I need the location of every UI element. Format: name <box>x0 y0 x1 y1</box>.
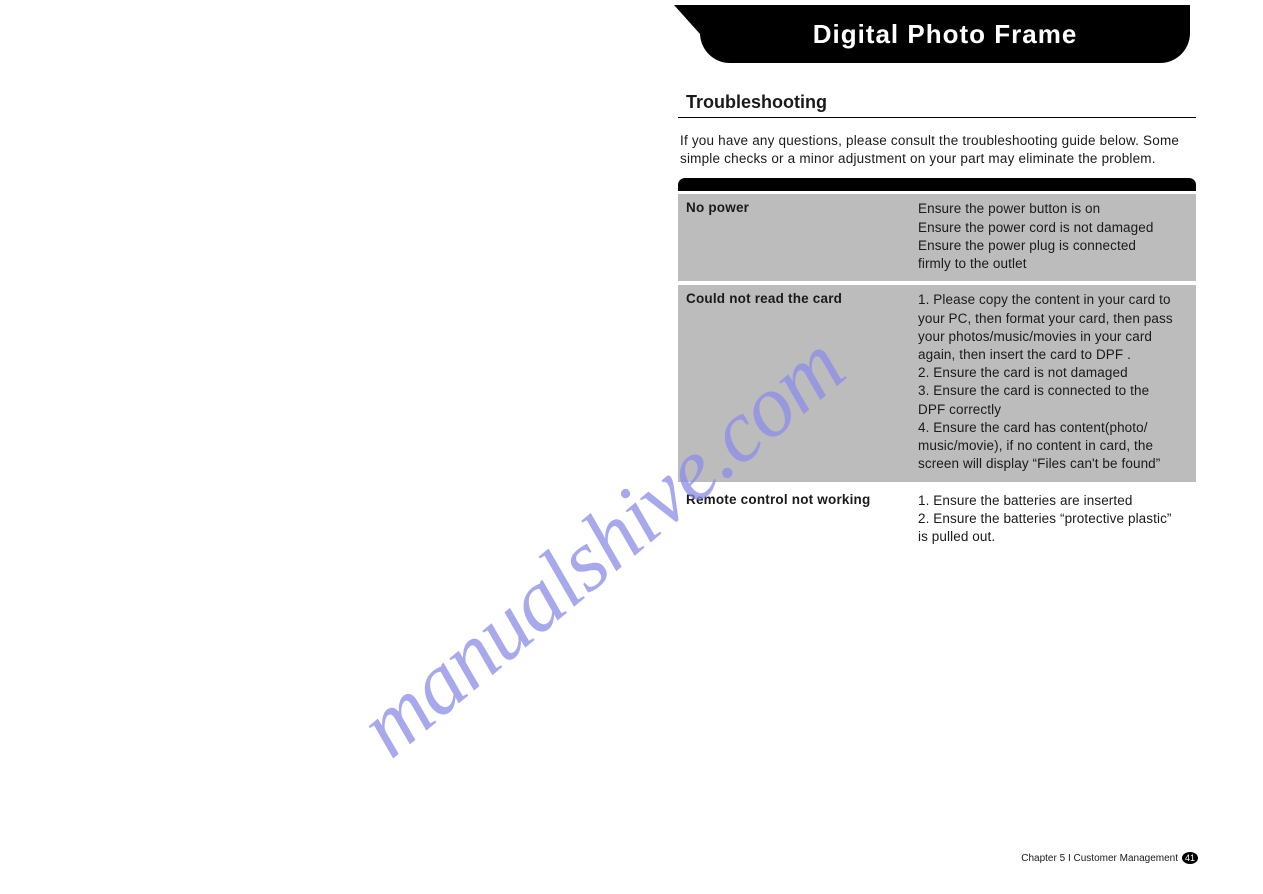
table-row: Could not read the card 1. Please copy t… <box>678 285 1196 481</box>
solution-cell: 1. Please copy the content in your card … <box>918 291 1188 473</box>
solution-line: Ensure the power cord is not damaged <box>918 219 1188 237</box>
footer-chapter: Chapter 5 I Customer Management <box>1021 853 1178 864</box>
solution-line: 2. Ensure the batteries “protective plas… <box>918 510 1188 528</box>
solution-line: 2. Ensure the card is not damaged <box>918 364 1188 382</box>
solution-line: your photos/music/movies in your card <box>918 328 1188 346</box>
header-tab: Digital Photo Frame <box>700 5 1190 63</box>
solution-line: Ensure the power button is on <box>918 200 1188 218</box>
intro-text: If you have any questions, please consul… <box>678 132 1196 168</box>
problem-cell: Could not read the card <box>686 291 918 473</box>
header-title: Digital Photo Frame <box>813 19 1078 50</box>
solution-line: firmly to the outlet <box>918 255 1188 273</box>
problem-cell: No power <box>686 200 918 273</box>
section-title: Troubleshooting <box>678 88 1196 118</box>
table-header-bar <box>678 178 1196 191</box>
solution-cell: 1. Ensure the batteries are inserted 2. … <box>918 492 1188 547</box>
page-footer: Chapter 5 I Customer Management 41 <box>678 852 1198 864</box>
solution-cell: Ensure the power button is on Ensure the… <box>918 200 1188 273</box>
troubleshooting-table: No power Ensure the power button is on E… <box>678 194 1196 554</box>
page-container: Digital Photo Frame Troubleshooting If y… <box>0 0 1263 894</box>
page-number: 41 <box>1182 852 1198 864</box>
solution-line: again, then insert the card to DPF . <box>918 346 1188 364</box>
table-row: No power Ensure the power button is on E… <box>678 194 1196 281</box>
solution-line: music/movie), if no content in card, the <box>918 437 1188 455</box>
solution-line: is pulled out. <box>918 528 1188 546</box>
solution-line: 3. Ensure the card is connected to the <box>918 382 1188 400</box>
solution-line: 4. Ensure the card has content(photo/ <box>918 419 1188 437</box>
solution-line: 1. Ensure the batteries are inserted <box>918 492 1188 510</box>
solution-line: 1. Please copy the content in your card … <box>918 291 1188 309</box>
table-row: Remote control not working 1. Ensure the… <box>678 486 1196 555</box>
solution-line: your PC, then format your card, then pas… <box>918 310 1188 328</box>
solution-line: screen will display “Files can't be foun… <box>918 455 1188 473</box>
solution-line: Ensure the power plug is connected <box>918 237 1188 255</box>
solution-line: DPF correctly <box>918 401 1188 419</box>
problem-cell: Remote control not working <box>686 492 918 547</box>
content-area: Troubleshooting If you have any question… <box>678 88 1196 558</box>
